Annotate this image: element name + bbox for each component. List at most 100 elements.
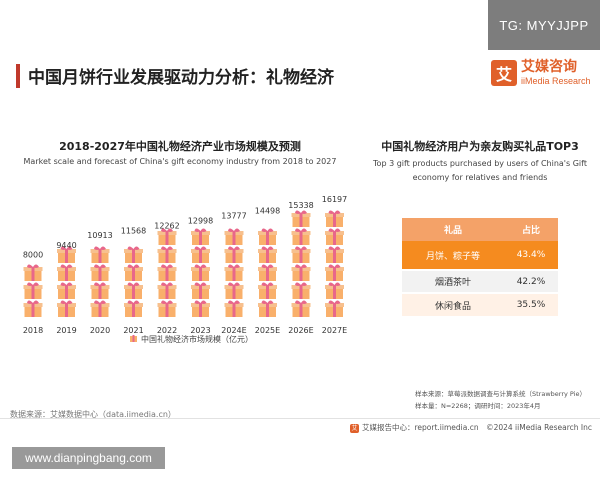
x-tick-label: 2024E xyxy=(221,326,246,335)
legend-swatch-icon xyxy=(130,335,137,342)
x-tick-label: 2020 xyxy=(90,326,110,335)
gift-box-icon xyxy=(23,282,43,299)
brand-name-cn: 艾媒咨询 xyxy=(521,59,577,75)
gift-box-icon xyxy=(224,228,244,245)
gift-top3-table: 礼品 占比 月饼、粽子等 43.4% 烟酒茶叶 42.2% 休闲食品 35.5% xyxy=(402,218,558,316)
gift-box-icon xyxy=(224,282,244,299)
gift-box-icon xyxy=(90,282,110,299)
gift-box-icon xyxy=(291,228,311,245)
gift-box-icon xyxy=(325,246,344,263)
gift-box-icon xyxy=(258,282,277,299)
gift-box-icon xyxy=(157,264,177,281)
data-label: 12262 xyxy=(154,222,179,231)
table-row: 月饼、粽子等 43.4% xyxy=(402,241,558,270)
sample-source: 样本来源：草莓派数据调查与计算系统（Strawberry Pie） xyxy=(415,390,586,398)
gift-box-icon xyxy=(157,282,177,299)
gift-box-icon xyxy=(325,264,344,281)
gift-box-icon xyxy=(90,246,110,263)
bar xyxy=(258,228,277,317)
bar xyxy=(325,210,344,317)
x-tick-label: 2027E xyxy=(322,326,347,335)
gift-box-icon xyxy=(258,264,277,281)
gift-box-icon xyxy=(325,282,344,299)
bar xyxy=(224,228,244,317)
data-label: 10913 xyxy=(87,231,112,240)
gift-box-icon xyxy=(191,282,210,299)
table-row: 休闲食品 35.5% xyxy=(402,292,558,316)
gift-box-icon xyxy=(191,300,210,317)
sample-size: 样本量：N=2268；调研时间：2023年4月 xyxy=(415,402,541,410)
data-source-note: 数据来源：艾媒数据中心（data.iimedia.cn） xyxy=(10,410,176,419)
footer-report-text: 艾媒报告中心：report.iimedia.cn ©2024 iiMedia R… xyxy=(362,423,593,432)
gift-box-icon xyxy=(124,300,143,317)
gift-box-icon xyxy=(124,246,143,263)
gift-box-icon xyxy=(124,264,143,281)
page-title: 中国月饼行业发展驱动力分析：礼物经济 xyxy=(28,68,334,88)
bar xyxy=(90,246,110,317)
gift-box-icon xyxy=(258,246,277,263)
data-label: 11568 xyxy=(121,226,146,235)
x-tick-label: 2019 xyxy=(56,326,76,335)
x-tick-label: 2023 xyxy=(190,326,210,335)
report-center-icon: 艾 xyxy=(350,423,359,433)
gift-box-icon xyxy=(124,282,143,299)
table-header-row: 礼品 占比 xyxy=(402,218,558,241)
gift-box-icon xyxy=(291,300,311,317)
footer-divider xyxy=(0,418,600,419)
gift-box-icon xyxy=(23,300,43,317)
x-tick-label: 2021 xyxy=(123,326,143,335)
gift-name: 烟酒茶叶 xyxy=(402,269,504,293)
gift-box-icon xyxy=(325,210,344,227)
legend-label: 中国礼物经济市场规模（亿元） xyxy=(141,334,253,344)
sample-note: 样本来源：草莓派数据调查与计算系统（Strawberry Pie） 样本量：N=… xyxy=(415,388,595,412)
bar xyxy=(157,228,177,317)
gift-box-icon xyxy=(224,246,244,263)
bar-chart-title: 2018-2027年中国礼物经济产业市场规模及预测 xyxy=(59,140,301,153)
brand-logo-icon: 艾 xyxy=(491,60,517,86)
gift-box-icon xyxy=(57,246,76,263)
gift-box-icon xyxy=(191,264,210,281)
gift-box-icon xyxy=(57,282,76,299)
data-label: 14498 xyxy=(255,207,280,216)
gift-box-icon xyxy=(258,228,277,245)
gift-box-icon xyxy=(90,300,110,317)
gift-box-icon xyxy=(57,264,76,281)
gift-box-icon xyxy=(191,246,210,263)
gift-box-icon xyxy=(157,300,177,317)
bar xyxy=(291,210,311,317)
gift-box-icon xyxy=(291,210,311,227)
data-label: 12998 xyxy=(188,217,213,226)
gift-box-icon xyxy=(258,300,277,317)
gift-name: 休闲食品 xyxy=(402,292,504,316)
gift-share: 42.2% xyxy=(504,269,558,293)
gift-box-icon xyxy=(291,282,311,299)
gift-share: 43.4% xyxy=(504,241,558,270)
table-row: 烟酒茶叶 42.2% xyxy=(402,269,558,293)
tg-badge: TG: MYYJJPP xyxy=(488,0,600,50)
data-label: 16197 xyxy=(322,195,347,204)
bar xyxy=(124,246,143,317)
data-label: 15338 xyxy=(288,201,313,210)
gift-box-icon xyxy=(157,246,177,263)
gift-box-icon xyxy=(57,300,76,317)
x-tick-label: 2018 xyxy=(23,326,43,335)
gift-box-icon xyxy=(224,264,244,281)
brand-name-en: iiMedia Research xyxy=(521,76,591,86)
header-gift: 礼品 xyxy=(402,218,504,241)
gift-box-icon xyxy=(325,228,344,245)
header-share: 占比 xyxy=(504,218,558,241)
watermark: www.dianpingbang.com xyxy=(12,447,165,469)
bar xyxy=(57,246,76,317)
x-tick-label: 2026E xyxy=(288,326,313,335)
bar xyxy=(191,228,210,317)
x-tick-label: 2025E xyxy=(255,326,280,335)
x-tick-label: 2022 xyxy=(157,326,177,335)
bar-chart-subtitle: Market scale and forecast of China's gif… xyxy=(23,157,337,166)
gift-economy-bar-chart: 8000 2018 9440 2019 10913 2020 11568 2021 12262 2… xyxy=(23,195,347,344)
gift-box-icon xyxy=(23,264,43,281)
bar xyxy=(23,264,43,317)
brand: 艾 艾媒咨询 iiMedia Research xyxy=(491,60,591,86)
gift-box-icon xyxy=(325,300,344,317)
data-label: 13777 xyxy=(221,211,246,220)
title-accent-bar xyxy=(16,64,20,88)
